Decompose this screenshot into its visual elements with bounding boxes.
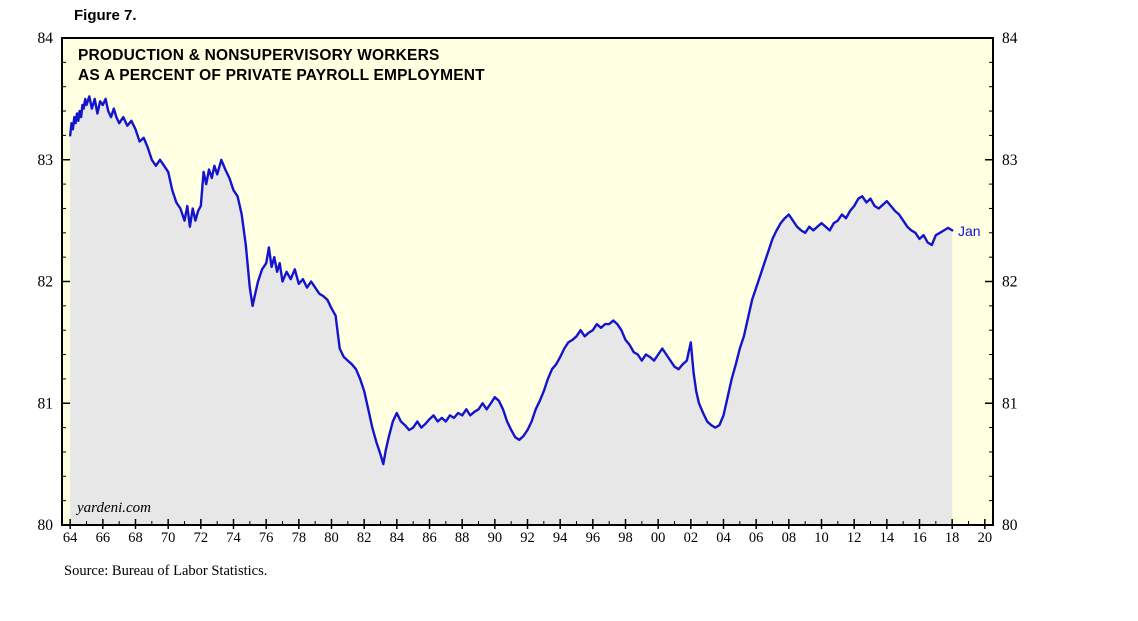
x-axis-label: 04 [716,530,731,546]
y-axis-label-left: 80 [38,517,54,534]
x-axis-label: 14 [880,530,895,546]
y-axis-label-left: 84 [38,30,54,47]
y-axis-label-right: 82 [1002,274,1018,291]
series-area-fill [70,96,953,526]
x-axis-label: 10 [814,530,829,546]
x-axis-label: 72 [194,530,209,546]
chart-title-line2: AS A PERCENT OF PRIVATE PAYROLL EMPLOYME… [78,67,485,84]
y-axis-label-right: 84 [1002,30,1018,47]
chart-title-line1: PRODUCTION & NONSUPERVISORY WORKERS [78,47,440,64]
x-axis-label: 06 [749,530,764,546]
x-axis-label: 68 [128,530,143,546]
x-axis-label: 96 [586,530,601,546]
x-axis-label: 92 [520,530,535,546]
x-axis-label: 74 [226,530,241,546]
x-axis-label: 82 [357,530,372,546]
y-axis-label-right: 80 [1002,517,1018,534]
x-axis-label: 88 [455,530,470,546]
x-axis-label: 66 [96,530,111,546]
x-axis-label: 80 [324,530,339,546]
y-axis-label-left: 81 [38,395,54,412]
x-axis-label: 00 [651,530,666,546]
x-axis-label: 64 [63,530,78,546]
y-axis-label-right: 81 [1002,395,1018,412]
x-axis-label: 76 [259,530,274,546]
x-axis-label: 94 [553,530,568,546]
plot-border [61,37,994,526]
y-axis-label-left: 82 [38,274,54,291]
x-axis-label: 78 [292,530,307,546]
source-note: Source: Bureau of Labor Statistics. [64,563,268,579]
x-axis-label: 98 [618,530,633,546]
x-axis-label: 70 [161,530,176,546]
series-line [69,95,954,466]
x-axis-label: 90 [488,530,503,546]
y-axis-label-left: 83 [38,152,54,169]
x-axis-label: 12 [847,530,862,546]
jan-annotation: Jan [958,223,981,239]
y-axis-label-right: 83 [1002,152,1018,169]
x-axis-label: 02 [684,530,699,546]
x-axis-label: 18 [945,530,960,546]
x-axis-label: 20 [978,530,993,546]
figure-label: Figure 7. [74,7,137,24]
x-axis-label: 86 [422,530,437,546]
chart-title: PRODUCTION & NONSUPERVISORY WORKERS AS A… [78,46,485,86]
x-axis-label: 84 [390,530,405,546]
x-axis-label: 08 [782,530,797,546]
x-axis-label: 16 [912,530,927,546]
yardeni-watermark: yardeni.com [77,500,152,516]
